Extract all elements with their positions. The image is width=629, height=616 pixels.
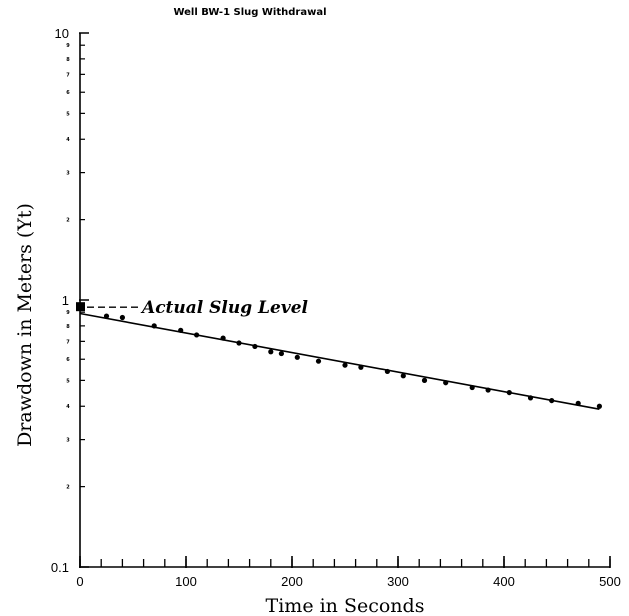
y-minor-tick-label: 3 — [66, 171, 70, 177]
annotation-group: Actual Slug Level — [76, 298, 309, 318]
data-point — [469, 384, 475, 391]
data-point — [342, 362, 348, 368]
slug-level-marker — [76, 302, 85, 312]
data-point — [119, 314, 125, 321]
y-axis-label: Drawdown in Meters (Yt) — [14, 203, 36, 447]
y-minor-tick-label: 9 — [66, 310, 70, 316]
data-point — [278, 350, 284, 357]
y-minor-tick-label: 5 — [66, 111, 70, 117]
y-minor-tick-label: 2 — [66, 485, 70, 491]
y-minor-tick-label: 4 — [66, 137, 70, 143]
y-minor-tick-label: 7 — [66, 339, 70, 345]
slug-level-label: Actual Slug Level — [140, 298, 309, 318]
fit-line — [79, 312, 600, 410]
y-minor-tick-label: 5 — [66, 378, 70, 384]
data-point — [178, 327, 184, 333]
y-minor-tick-label: 8 — [66, 57, 70, 63]
data-point — [384, 368, 390, 375]
y-minor-tick-label: 3 — [66, 438, 70, 444]
data-point — [252, 343, 258, 350]
data-points — [103, 313, 603, 409]
fit-line-group — [79, 312, 600, 410]
data-point — [400, 373, 406, 379]
x-tick-label: 0 — [76, 574, 83, 589]
x-tick-label: 200 — [281, 574, 303, 589]
y-major-tick-label: 10 — [55, 26, 69, 41]
x-axis-label: Time in Seconds — [266, 595, 425, 616]
data-point — [151, 323, 157, 329]
data-point — [103, 313, 110, 319]
y-minor-tick-label: 4 — [66, 404, 70, 410]
y-major-tick-label: 1 — [62, 293, 69, 308]
data-point — [315, 358, 322, 364]
data-point — [443, 380, 449, 386]
y-ticks: 0.1 1 10 2 3 4 5 6 7 8 9 2 3 4 5 6 7 8 9 — [51, 26, 89, 575]
y-minor-tick-label: 9 — [66, 43, 70, 49]
data-point — [236, 340, 242, 346]
y-minor-tick-label: 6 — [66, 90, 70, 96]
data-point — [596, 403, 603, 409]
data-point — [485, 387, 491, 393]
data-point — [506, 389, 512, 396]
y-minor-tick-label: 8 — [66, 324, 70, 330]
y-minor-tick-label: 7 — [66, 72, 70, 78]
y-minor-tick-label: 6 — [66, 357, 70, 363]
data-point — [358, 364, 364, 370]
data-point — [294, 354, 300, 360]
data-point — [194, 332, 200, 338]
x-tick-label: 500 — [599, 574, 621, 589]
y-major-tick-label: 0.1 — [51, 560, 69, 575]
data-point — [421, 377, 428, 383]
data-point — [575, 400, 581, 406]
data-point — [220, 335, 226, 341]
x-tick-label: 400 — [493, 574, 515, 589]
x-ticks: 0 100 200 300 400 500 — [76, 556, 621, 589]
y-minor-tick-label: 2 — [66, 218, 70, 224]
data-point — [527, 395, 534, 401]
data-point — [549, 397, 555, 404]
data-point — [268, 349, 274, 355]
x-tick-label: 100 — [175, 574, 197, 589]
chart-title: Well BW-1 Slug Withdrawal — [173, 7, 326, 18]
x-tick-label: 300 — [387, 574, 409, 589]
